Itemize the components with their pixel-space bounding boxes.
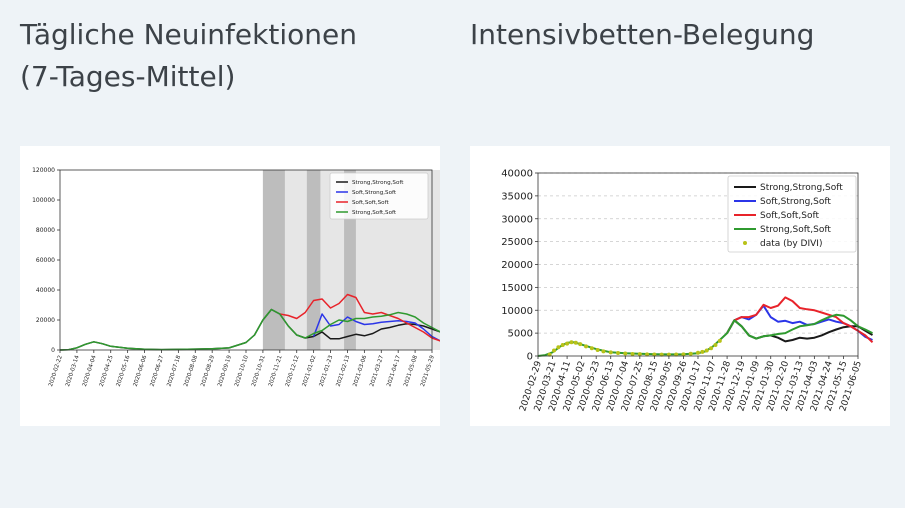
legend-label: Soft,Strong,Soft bbox=[352, 190, 397, 196]
shaded-band-dark bbox=[344, 170, 356, 350]
y-tick-label: 5000 bbox=[508, 329, 533, 340]
data-point bbox=[717, 338, 722, 343]
infections-line-chart: 0 20000 40000 60000 80000 100000 120000 2020-02… bbox=[32, 167, 450, 388]
chart-heading-infections: Tägliche Neuinfektionen (7-Tages-Mittel) bbox=[20, 14, 440, 98]
legend-label: Strong,Strong,Soft bbox=[352, 180, 404, 186]
series-line-2 bbox=[279, 293, 450, 347]
y-tick-label: 60000 bbox=[36, 257, 55, 264]
data-point bbox=[578, 342, 583, 347]
x-tick-label: 2021-01-23 bbox=[319, 354, 335, 387]
y-tick-label: 25000 bbox=[501, 237, 533, 248]
data-point bbox=[704, 348, 709, 353]
x-tick-label: 2021-03-06 bbox=[352, 354, 368, 387]
series-line-1 bbox=[312, 313, 450, 345]
legend-marker bbox=[743, 241, 747, 245]
series-line-3 bbox=[59, 308, 450, 351]
x-tick-label: 2020-12-12 bbox=[285, 355, 301, 388]
data-point bbox=[696, 350, 700, 355]
series-line-2 bbox=[726, 296, 874, 344]
data-point bbox=[556, 345, 561, 350]
y-tick-label: 40000 bbox=[501, 169, 533, 180]
x-tick-label: 2020-05-16 bbox=[116, 354, 132, 387]
legend-label: Strong,Soft,Soft bbox=[760, 225, 831, 235]
data-point bbox=[674, 352, 679, 357]
y-tick-label: 100000 bbox=[32, 197, 55, 204]
x-tick-label: 2021-05-29 bbox=[420, 354, 436, 387]
data-point bbox=[700, 349, 705, 354]
legend-label: data (by DIVI) bbox=[760, 239, 822, 249]
y-tick-label: 30000 bbox=[501, 214, 533, 225]
icu-line-chart: 0 5000 10000 15000 20000 25000 30000 35000 40000… bbox=[501, 169, 874, 413]
x-tick-label: 2021-01-02 bbox=[302, 355, 318, 388]
x-tick-label: 2020-03-14 bbox=[65, 354, 81, 387]
x-tick-label: 2020-09-19 bbox=[217, 354, 233, 387]
legend-label: Soft,Soft,Soft bbox=[352, 200, 389, 206]
y-tick-label: 10000 bbox=[501, 306, 533, 317]
data-point bbox=[608, 350, 613, 355]
data-point bbox=[709, 346, 714, 351]
legend-label: Strong,Strong,Soft bbox=[760, 183, 843, 193]
y-tick-label: 20000 bbox=[36, 317, 55, 324]
shaded-band-dark bbox=[262, 170, 285, 350]
data-point bbox=[565, 341, 570, 346]
x-tick-label: 2020-04-25 bbox=[99, 354, 115, 387]
chart-heading-icu: Intensivbetten-Belegung bbox=[470, 18, 815, 51]
data-point bbox=[573, 340, 578, 345]
legend-label: Soft,Strong,Soft bbox=[760, 197, 831, 207]
data-point bbox=[584, 344, 588, 349]
chart-heading-infections-line-2: (7-Tages-Mittel) bbox=[20, 60, 236, 93]
chart-legend bbox=[727, 175, 857, 253]
chart-legend bbox=[329, 172, 429, 220]
x-tick-label: 2020-08-29 bbox=[200, 354, 216, 387]
x-tick-label: 2020-06-27 bbox=[150, 354, 166, 387]
data-point bbox=[713, 343, 718, 348]
data-point bbox=[637, 352, 642, 357]
data-point bbox=[569, 340, 574, 345]
x-tick-label: 2020-07-18 bbox=[166, 354, 182, 387]
data-point bbox=[589, 346, 594, 351]
data-point bbox=[595, 348, 600, 353]
x-tick-label: 2021-05-08 bbox=[403, 354, 419, 387]
icu-chart-panel: 0 5000 10000 15000 20000 25000 30000 35000 40000… bbox=[470, 146, 890, 426]
data-point bbox=[652, 352, 657, 357]
chart-heading-infections-line-1: Tägliche Neuinfektionen bbox=[20, 18, 357, 51]
data-point bbox=[681, 352, 686, 357]
y-tick-label: 120000 bbox=[32, 167, 55, 174]
y-tick-label: 0 bbox=[527, 352, 533, 363]
data-point bbox=[688, 351, 693, 356]
data-point bbox=[630, 351, 635, 356]
y-tick-label: 35000 bbox=[501, 191, 533, 202]
data-point bbox=[601, 349, 606, 354]
x-tick-label: 2020-08-08 bbox=[183, 354, 199, 387]
data-point bbox=[552, 348, 556, 353]
y-tick-label: 80000 bbox=[36, 227, 55, 234]
x-tick-label: 2020-06-06 bbox=[133, 354, 149, 387]
x-tick-label: 2020-02-22 bbox=[48, 355, 64, 388]
data-point bbox=[645, 352, 650, 357]
x-tick-label: 2020-10-31 bbox=[251, 354, 267, 387]
y-tick-label: 20000 bbox=[501, 260, 533, 271]
x-tick-label: 2020-04-04 bbox=[82, 354, 98, 387]
x-tick-label: 2020-10-10 bbox=[234, 354, 250, 387]
x-tick-label: 2021-03-27 bbox=[369, 354, 385, 387]
legend-label: Strong,Soft,Soft bbox=[352, 210, 397, 216]
x-tick-label: 2021-04-17 bbox=[386, 354, 402, 387]
data-point bbox=[560, 343, 565, 348]
infections-chart-panel: 0 20000 40000 60000 80000 100000 120000 2020-02… bbox=[20, 146, 450, 426]
y-tick-label: 0 bbox=[51, 347, 55, 354]
data-point bbox=[623, 351, 628, 356]
x-tick-label: 2020-11-21 bbox=[268, 354, 284, 387]
y-tick-label: 40000 bbox=[36, 287, 55, 294]
x-tick-label: 2021-02-13 bbox=[336, 354, 352, 387]
data-point bbox=[616, 351, 620, 356]
legend-label: Soft,Soft,Soft bbox=[760, 211, 819, 221]
y-tick-label: 15000 bbox=[501, 283, 533, 294]
